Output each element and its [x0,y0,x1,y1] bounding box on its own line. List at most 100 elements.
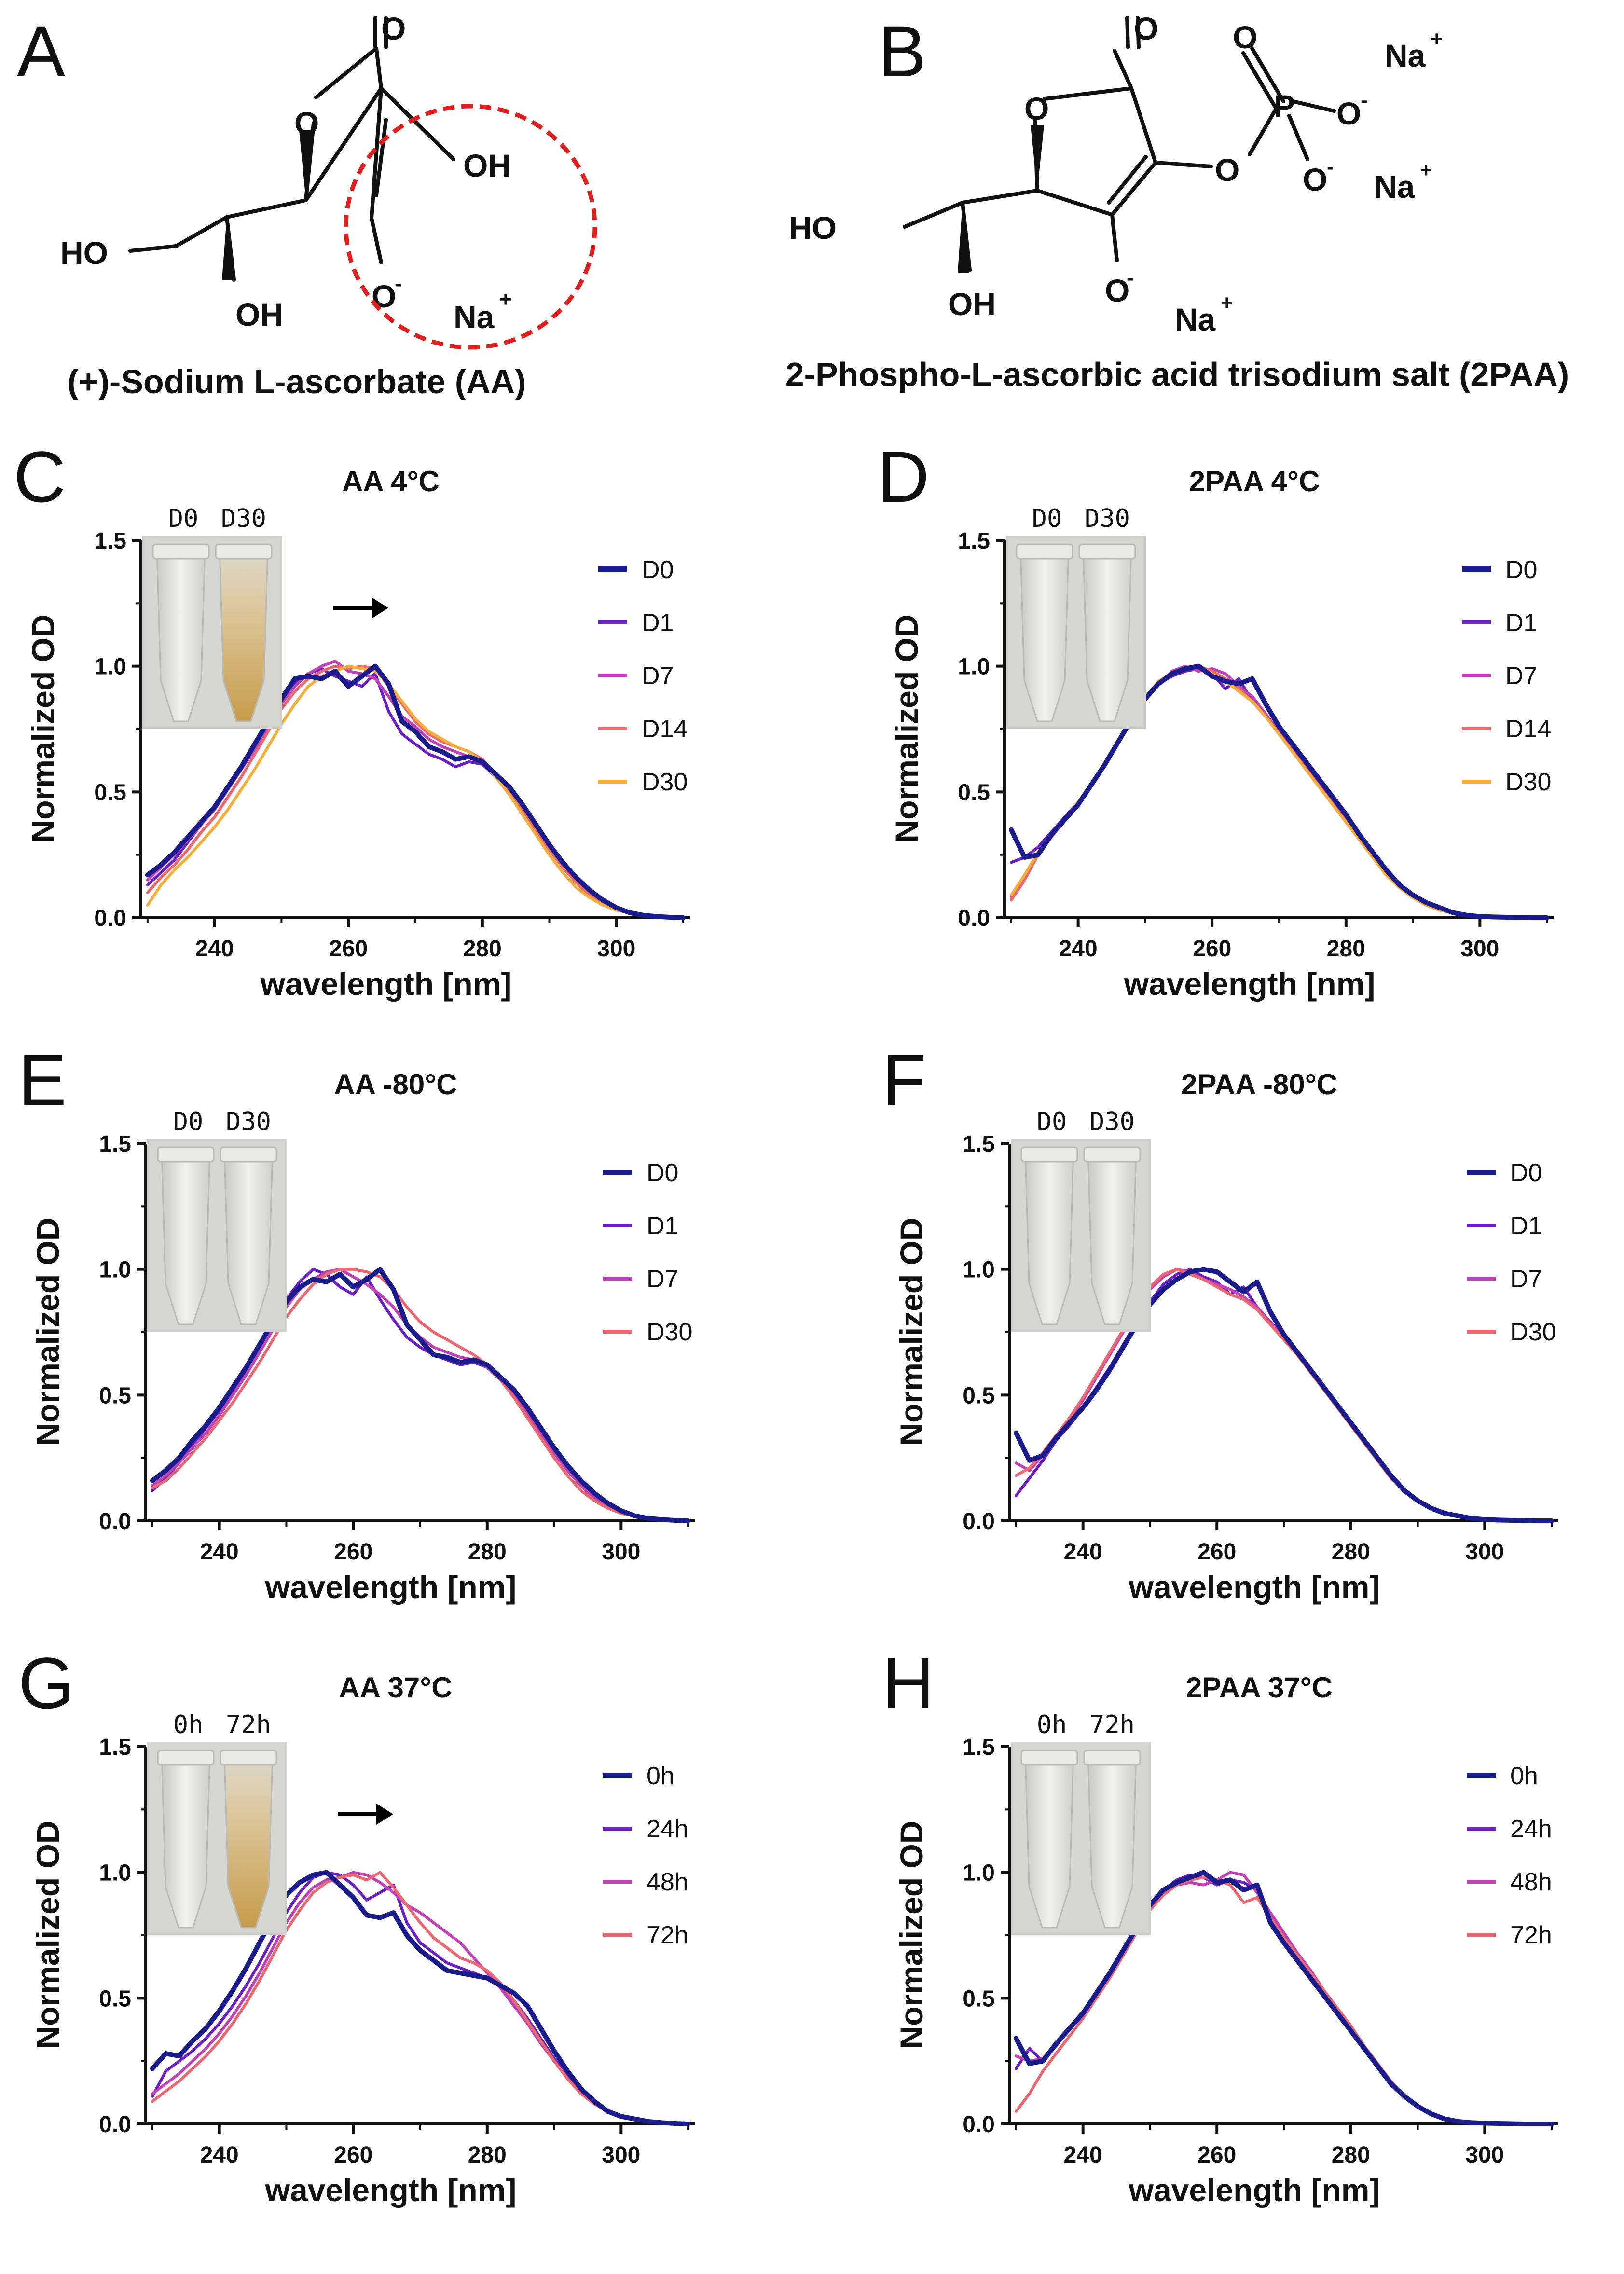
x-tick-label: 260 [1197,2142,1236,2168]
panel-letter: A [17,11,65,92]
charge-label: - [1361,88,1368,112]
x-tick-label: 280 [1332,1539,1370,1565]
legend-label: 72h [647,1921,688,1949]
tube-cap [1083,1146,1141,1163]
atom-label: O [1024,91,1049,126]
photo-label: 0h [173,1710,204,1739]
series-line-d0 [1013,1267,1555,1523]
atom-label: O [1303,162,1327,197]
legend-label: D30 [1510,1318,1556,1346]
chart-panel-c: C AA 4°C 0.0 0.5 1.0 1.5 240 260 280 300 wavelengt… [14,436,690,1002]
x-axis-label: wavelength [nm] [1129,2172,1380,2208]
shift-arrow-head [376,1804,393,1825]
y-tick-label: 1.0 [963,1257,995,1283]
y-tick-label: 0.5 [99,1986,131,2012]
charge-label: - [395,272,402,295]
atom-label: OH [235,297,283,332]
tube-cap [157,1146,215,1163]
series-line-0h [150,1870,691,2126]
y-tick-label: 1.5 [963,1131,995,1157]
panel-letter: F [882,1039,926,1120]
y-tick-label: 1.0 [958,654,990,680]
tube-cap [1078,543,1136,560]
legend-label: D7 [1510,1265,1542,1293]
chart-title: 2PAA 37°C [1186,1671,1333,1704]
tube-cap [1020,1750,1078,1766]
wedge-bond [1031,125,1044,191]
atom-label: O [1215,152,1239,188]
y-tick-label: 0.5 [963,1383,995,1408]
chart-panel-h: H 2PAA 37°C 0.0 0.5 1.0 1.5 240 260 280 300 wavele… [882,1642,1558,2208]
photo-label: D0 [1032,504,1062,533]
y-axis-label: Normalized OD [894,1217,929,1446]
legend-label: 48h [647,1868,688,1896]
legend-label: D0 [647,1159,678,1187]
charge-label: + [1420,158,1432,182]
legend-label: D0 [642,556,674,584]
x-tick-label: 260 [329,936,368,962]
atom-label: O [372,278,396,314]
x-axis-label: wavelength [nm] [1129,1569,1380,1605]
legend-label: D1 [1505,609,1537,637]
y-axis-label: Normalized OD [889,614,924,842]
panel-letter: E [18,1039,67,1120]
chart-panel-g: G AA 37°C 0.0 0.5 1.0 1.5 240 260 280 300 waveleng… [18,1642,695,2208]
structure-aa: A O O OH HO OH O - Na + (+)-Sodium L- [17,11,597,400]
legend-label: D30 [1505,768,1551,796]
atom-label: Na [1385,38,1426,73]
legend-label: D1 [647,1212,678,1240]
photo-label: D30 [226,1107,271,1136]
legend-label: D14 [642,715,688,743]
y-axis-label: Normalized OD [25,614,61,842]
atom-label: O [1134,11,1158,46]
x-tick-label: 240 [195,936,234,962]
series-line-d30 [146,664,685,919]
series-line-d30 [151,1268,690,1522]
x-tick-label: 280 [468,2142,507,2168]
structure-2paa: B O O HO OH O - O [785,11,1569,393]
legend-label: D7 [642,662,674,690]
tube-cap [215,543,273,560]
atom-label: O [1336,96,1361,131]
atom-label: O [1233,19,1257,55]
legend-label: D14 [1505,715,1551,743]
x-tick-label: 280 [1332,2142,1370,2168]
tube-cap [1083,1750,1141,1766]
charge-label: + [1221,291,1233,315]
x-tick-label: 240 [200,1539,239,1565]
series-line-d14 [146,664,685,919]
legend-label: 72h [1510,1921,1552,1949]
x-axis-label: wavelength [nm] [265,1569,517,1605]
shift-arrow-head [372,597,388,619]
x-tick-label: 280 [1327,936,1365,962]
x-tick-label: 240 [1064,2142,1102,2168]
chart-title: AA 4°C [342,465,440,497]
y-tick-label: 0.5 [958,780,990,805]
tube-cap [1020,1146,1078,1163]
legend-label: D30 [642,768,688,796]
chart-panel-f: F 2PAA -80°C 0.0 0.5 1.0 1.5 240 260 280 300 wavel… [882,1039,1558,1605]
wedge-bond [299,130,313,200]
x-axis-label: wavelength [nm] [1124,966,1376,1002]
charge-label: + [1431,27,1443,51]
aa-bonds [128,16,455,282]
atom-label: Na [1175,302,1216,337]
series-line-d0 [150,1267,691,1523]
x-tick-label: 300 [597,936,635,962]
series-line-d0 [1008,663,1550,920]
atom-label: Na [454,299,495,335]
x-tick-label: 300 [1460,936,1499,962]
highlight-circle [344,104,597,350]
photo-label: D0 [168,504,199,533]
chart-title: AA 37°C [339,1671,452,1704]
y-tick-label: 1.5 [99,1131,131,1157]
legend-label: D7 [647,1265,678,1293]
tube-cap [220,1750,277,1766]
x-tick-label: 280 [468,1539,507,1565]
atom-label: P [1274,88,1295,124]
chart-title: 2PAA -80°C [1181,1068,1337,1101]
atom-label: HO [789,210,837,246]
legend-label: D7 [1505,662,1537,690]
y-tick-label: 1.0 [94,654,126,680]
x-tick-label: 240 [200,2142,239,2168]
